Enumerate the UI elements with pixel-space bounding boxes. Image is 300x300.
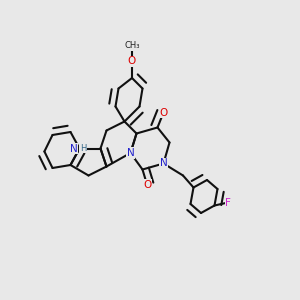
Text: O: O [128, 56, 136, 67]
Text: F: F [225, 197, 231, 208]
Text: CH₃: CH₃ [124, 41, 140, 50]
Text: O: O [159, 107, 168, 118]
Text: N: N [70, 143, 77, 154]
Text: H: H [80, 144, 86, 153]
Text: N: N [160, 158, 167, 169]
Text: N: N [127, 148, 134, 158]
Text: O: O [143, 179, 151, 190]
